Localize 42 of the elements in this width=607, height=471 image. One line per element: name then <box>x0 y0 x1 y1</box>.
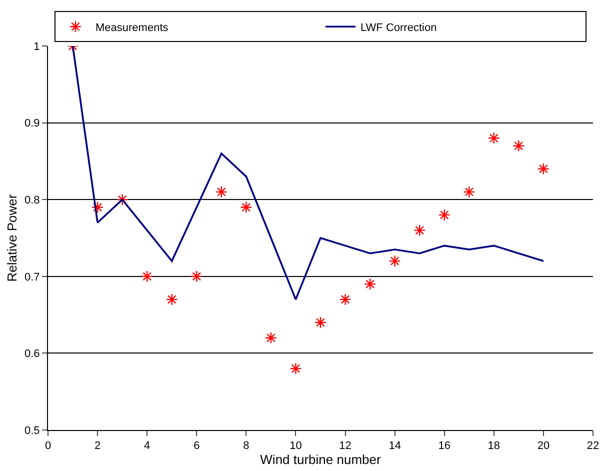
point <box>488 132 500 144</box>
x-tick-label: 18 <box>488 440 500 452</box>
point <box>364 278 376 290</box>
point <box>141 270 154 282</box>
point <box>414 224 426 236</box>
y-tick-label: 1 <box>34 40 40 53</box>
point <box>166 293 178 306</box>
x-tick-label: 14 <box>388 440 401 452</box>
point <box>438 208 450 221</box>
y-tick-label: 0.5 <box>24 424 40 437</box>
point <box>190 270 203 282</box>
legend-label: LWF Correction <box>360 22 437 34</box>
x-tick-label: 8 <box>243 440 250 452</box>
point <box>537 162 550 175</box>
point <box>463 186 476 198</box>
y-tick-label: 0.9 <box>24 118 40 130</box>
x-tick-label: 20 <box>537 440 550 452</box>
point <box>339 293 352 306</box>
y-tick-label: 0.8 <box>24 194 40 206</box>
point <box>116 194 128 206</box>
x-tick-label: 4 <box>144 440 150 452</box>
point <box>512 140 525 152</box>
legend-label: Measurements <box>96 22 169 34</box>
x-axis-title: Wind turbine number <box>260 452 382 468</box>
point <box>290 362 302 375</box>
x-tick-label: 22 <box>586 440 600 452</box>
x-tick-label: 10 <box>290 440 302 452</box>
point <box>264 332 277 344</box>
x-tick-label: 6 <box>194 440 200 452</box>
x-tick-label: 0 <box>44 440 52 452</box>
x-tick-label: 12 <box>339 440 352 452</box>
x-tick-label: 16 <box>438 440 450 452</box>
point <box>388 255 401 268</box>
point <box>314 316 326 328</box>
y-tick-label: 0.6 <box>24 348 40 360</box>
x-tick-label: 2 <box>94 440 101 452</box>
y-axis-title: Relative Power <box>4 194 20 282</box>
y-tick-label: 0.7 <box>24 271 40 284</box>
point <box>215 186 228 198</box>
line-series <box>72 46 544 300</box>
point <box>92 201 104 214</box>
point <box>240 201 252 214</box>
